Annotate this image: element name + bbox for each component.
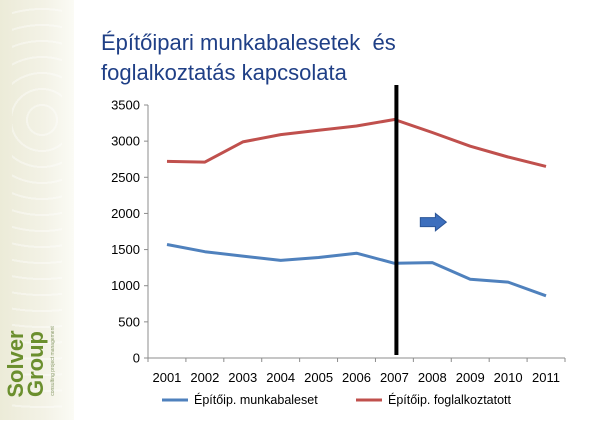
series-line-munkabaleset	[167, 245, 546, 296]
x-tick-label: 2011	[532, 370, 560, 385]
legend-label: Építőip. foglalkoztatott	[388, 392, 512, 407]
legend-label: Építőip. munkabaleset	[194, 392, 318, 407]
y-tick-label: 3000	[111, 134, 140, 149]
y-tick-label: 1500	[111, 242, 140, 257]
x-tick-label: 2005	[304, 370, 333, 385]
x-tick-label: 2007	[380, 370, 409, 385]
y-tick-label: 500	[118, 314, 140, 329]
x-tick-label: 2010	[494, 370, 523, 385]
y-tick-label: 1000	[111, 278, 140, 293]
x-tick-label: 2006	[342, 370, 371, 385]
y-tick-label: 0	[133, 351, 140, 366]
y-tick-label: 2000	[111, 206, 140, 221]
x-tick-label: 2002	[190, 370, 219, 385]
x-tick-label: 2004	[266, 370, 295, 385]
x-tick-label: 2008	[418, 370, 447, 385]
x-tick-label: 2001	[152, 370, 181, 385]
x-tick-label: 2009	[456, 370, 485, 385]
y-tick-label: 2500	[111, 170, 140, 185]
right-arrow-icon	[420, 213, 446, 230]
x-tick-label: 2003	[228, 370, 257, 385]
series-line-foglalkoztatott	[167, 120, 546, 167]
y-tick-label: 3500	[111, 98, 140, 113]
